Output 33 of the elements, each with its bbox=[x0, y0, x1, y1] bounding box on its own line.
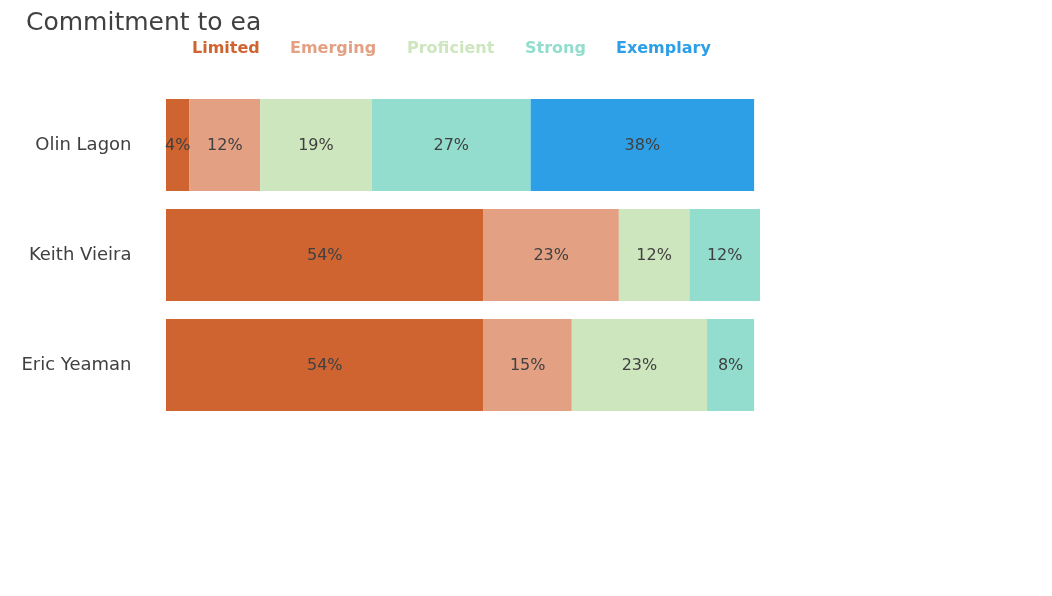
bar bbox=[618, 209, 690, 301]
data-label: 15% bbox=[509, 355, 546, 374]
bar bbox=[371, 99, 531, 191]
bar bbox=[483, 319, 572, 411]
bar bbox=[707, 319, 755, 411]
data-label: 23% bbox=[533, 245, 569, 264]
text: Exemplary bbox=[616, 38, 712, 57]
data-label: 12% bbox=[207, 135, 243, 154]
bar bbox=[571, 319, 708, 411]
data-label: 8% bbox=[717, 355, 744, 374]
y-tick-label: Eric Yeaman bbox=[21, 353, 132, 374]
text: Emerging bbox=[290, 38, 377, 57]
data-label: 19% bbox=[298, 135, 334, 154]
chart-title: Commitment to ea bbox=[26, 7, 262, 36]
y-tick-label: Olin Lagon bbox=[35, 133, 132, 154]
bar bbox=[260, 99, 372, 191]
data-label: 12% bbox=[706, 245, 743, 264]
text: Strong bbox=[525, 38, 586, 57]
data-label: 27% bbox=[433, 135, 470, 154]
bar bbox=[166, 319, 484, 411]
data-label: 12% bbox=[636, 245, 672, 264]
data-label: 54% bbox=[307, 355, 343, 374]
bar bbox=[166, 209, 484, 301]
data-label: 54% bbox=[307, 245, 343, 264]
bar bbox=[483, 209, 619, 301]
bar bbox=[189, 99, 261, 191]
bar bbox=[530, 99, 755, 191]
bar bbox=[689, 209, 760, 301]
data-label: 23% bbox=[621, 355, 658, 374]
y-tick-label: Keith Vieira bbox=[28, 243, 132, 264]
text: Proficient bbox=[407, 38, 495, 57]
text: Limited bbox=[192, 38, 260, 57]
data-label: 38% bbox=[624, 135, 661, 154]
